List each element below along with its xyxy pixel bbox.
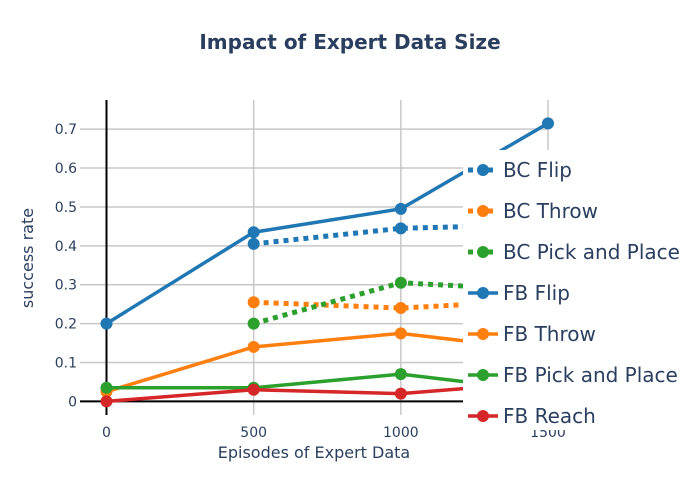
data-point	[100, 395, 113, 408]
legend-background	[463, 150, 700, 430]
y-tick-label: 0.2	[55, 317, 77, 333]
y-tick-label: 0.4	[55, 239, 77, 255]
legend-label: FB Throw	[503, 322, 596, 346]
legend-label: FB Flip	[503, 281, 570, 305]
data-point	[100, 381, 113, 394]
legend-label: FB Reach	[503, 404, 596, 428]
x-axis-label: Episodes of Expert Data	[218, 443, 410, 462]
data-point	[394, 387, 407, 400]
legend-item[interactable]: BC Flip	[468, 158, 572, 182]
legend-label: BC Throw	[503, 199, 598, 223]
legend-label: FB Pick and Place	[503, 363, 678, 387]
legend-label: BC Pick and Place	[503, 240, 680, 264]
legend-label: BC Flip	[503, 158, 572, 182]
legend-item[interactable]: FB Reach	[468, 404, 596, 428]
legend-item[interactable]: FB Throw	[468, 322, 596, 346]
chart-title: Impact of Expert Data Size	[199, 30, 500, 54]
data-point	[247, 226, 260, 239]
data-point	[394, 368, 407, 381]
legend-item[interactable]: FB Pick and Place	[468, 363, 678, 387]
y-tick-label: 0.7	[55, 122, 77, 138]
legend-marker	[477, 410, 489, 422]
y-tick-label: 0.6	[55, 161, 77, 177]
data-point	[394, 327, 407, 340]
legend-marker	[477, 369, 489, 381]
legend-item[interactable]: FB Flip	[468, 281, 570, 305]
y-tick-label: 0.5	[55, 200, 77, 216]
legend-marker	[477, 205, 489, 217]
y-tick-label: 0.1	[55, 356, 77, 372]
tick-labels: 00.10.20.30.40.50.60.70 500 1000 1500	[55, 122, 566, 441]
y-tick-label: 0	[68, 394, 77, 410]
legend: BC Flip BC Throw BC Pick and Place FB Flip F…	[463, 150, 700, 430]
y-axis-label: success rate	[18, 208, 37, 308]
x-tick-label: 0	[102, 425, 111, 441]
legend-marker	[477, 328, 489, 340]
data-point	[100, 317, 113, 330]
data-point	[394, 202, 407, 215]
data-point	[542, 117, 554, 130]
x-tick-label: 1000	[383, 425, 419, 441]
data-point	[247, 340, 260, 353]
data-point	[247, 383, 260, 396]
legend-marker	[477, 287, 489, 299]
data-point	[247, 237, 260, 250]
x-tick-label: 500	[240, 425, 267, 441]
legend-item[interactable]: BC Pick and Place	[468, 240, 680, 264]
y-tick-label: 0.3	[55, 278, 77, 294]
data-point	[247, 317, 260, 330]
data-point	[394, 222, 407, 235]
data-point	[394, 302, 407, 315]
data-point	[247, 296, 260, 309]
legend-marker	[477, 164, 489, 176]
legend-item[interactable]: BC Throw	[468, 199, 598, 223]
data-point	[394, 276, 407, 289]
legend-marker	[477, 246, 489, 258]
